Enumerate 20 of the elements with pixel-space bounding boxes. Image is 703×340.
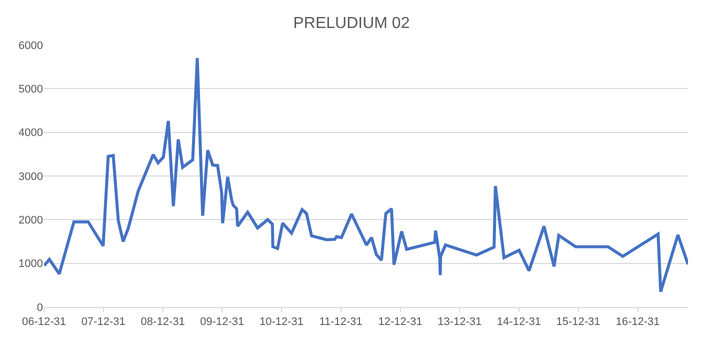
y-tick-label: 5000 [18,84,43,96]
y-tick-label: 3000 [18,170,43,183]
x-tick-label: 13-12-31 [438,316,482,328]
x-tick-label: 15-12-31 [556,316,600,328]
y-tick-label: 1000 [18,258,43,270]
x-tick-label: 14-12-31 [496,316,541,328]
x-tick-label: 07-12-31 [81,316,126,328]
x-tick-label: 09-12-31 [200,316,244,328]
y-tick-label: 2000 [18,214,43,227]
y-tick-label: 4000 [18,127,43,140]
x-tick-label: 08-12-31 [140,316,185,328]
y-tick-label: 0 [36,302,43,314]
x-tick-label: 06-12-31 [22,316,66,328]
chart-title: PRELUDIUM 02 [293,15,410,32]
x-tick-label: 10-12-31 [259,316,304,328]
y-tick-label: 6000 [18,40,43,52]
x-tick-label: 11-12-31 [319,316,362,328]
x-tick-label: 16-12-31 [616,316,660,328]
x-tick-label: 12-12-31 [378,316,422,328]
line-series [44,56,688,294]
